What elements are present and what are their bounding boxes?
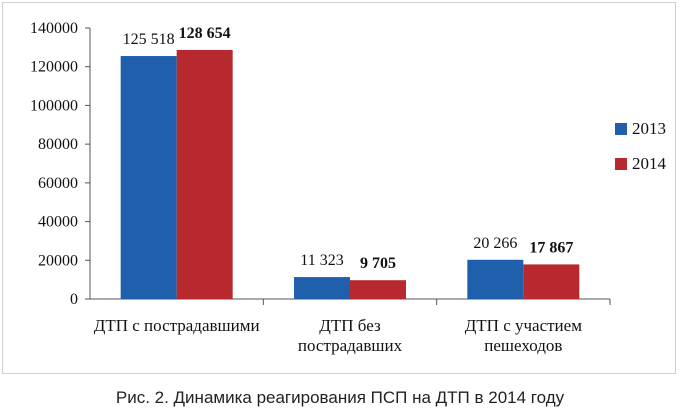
bar-2013-2 [467, 259, 524, 299]
category-label: ДТП с пострадавшими [94, 316, 260, 335]
category-label: пострадавших [298, 336, 403, 355]
figure-caption: Рис. 2. Динамика реагирования ПСП на ДТП… [115, 388, 565, 407]
data-label-2014-2: 17 867 [529, 239, 573, 256]
bar-2013-1 [294, 277, 350, 299]
legend-label-2013: 2013 [632, 119, 666, 138]
category-label: ДТП без [319, 316, 381, 335]
legend-swatch-2014 [615, 158, 627, 170]
y-tick-label: 40000 [38, 214, 78, 231]
bar-2014-0 [176, 49, 233, 299]
y-tick-label: 120000 [30, 59, 78, 76]
bar-2014-1 [350, 280, 406, 299]
data-label-2014-1: 9 705 [360, 255, 396, 272]
category-label: ДТП с участием [465, 316, 583, 335]
y-tick-label: 60000 [38, 175, 78, 192]
chart-frame [2, 2, 676, 374]
y-tick-label: 80000 [38, 136, 78, 153]
y-tick-label: 20000 [38, 252, 78, 269]
y-tick-label: 140000 [30, 20, 78, 37]
data-label-2014-0: 128 654 [179, 25, 231, 42]
bar-chart: 0 20000 40000 60000 80000 100000 120000 140000 1… [30, 20, 667, 355]
data-label-2013-1: 11 323 [300, 252, 343, 269]
bar-2013-0 [120, 56, 177, 299]
data-label-2013-2: 20 266 [473, 235, 517, 252]
data-label-2013-0: 125 518 [123, 31, 175, 48]
legend-swatch-2013 [615, 123, 627, 135]
bar-2014-2 [523, 264, 580, 299]
legend-label-2014: 2014 [632, 154, 667, 173]
category-label: пешеходов [484, 336, 562, 355]
y-tick-label: 100000 [30, 97, 78, 114]
y-tick-label: 0 [70, 291, 78, 308]
